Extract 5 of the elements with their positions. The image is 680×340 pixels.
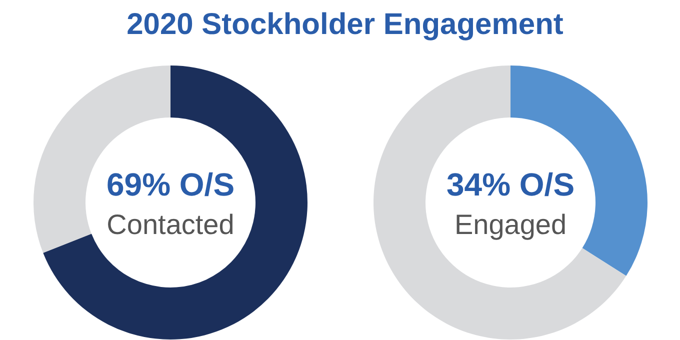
chart-title: 2020 Stockholder Engagement (126, 7, 564, 43)
text: Contacted (106, 209, 234, 240)
text: 69% O/S (106, 166, 235, 202)
text: Engaged (454, 209, 567, 240)
text: 34% O/S (446, 166, 575, 202)
